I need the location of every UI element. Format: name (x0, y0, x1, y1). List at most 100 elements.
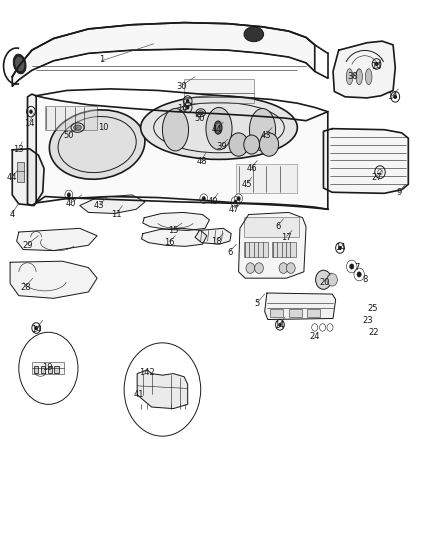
Text: 14: 14 (274, 321, 284, 330)
FancyBboxPatch shape (289, 309, 302, 317)
Text: 24: 24 (310, 332, 320, 341)
Circle shape (202, 197, 205, 201)
Circle shape (254, 263, 263, 273)
Text: 6: 6 (275, 222, 280, 231)
Text: 17: 17 (281, 233, 292, 242)
Text: 14: 14 (31, 325, 42, 334)
Text: 44: 44 (7, 173, 18, 182)
Ellipse shape (244, 27, 264, 42)
FancyBboxPatch shape (184, 79, 254, 103)
Circle shape (259, 133, 279, 156)
Polygon shape (239, 213, 306, 278)
Text: 10: 10 (99, 123, 109, 132)
Text: 46: 46 (246, 164, 257, 173)
Text: 27: 27 (371, 173, 382, 182)
Text: 38: 38 (348, 72, 358, 81)
Ellipse shape (49, 110, 145, 179)
Circle shape (234, 200, 237, 204)
Text: 44: 44 (212, 125, 222, 134)
Text: 142: 142 (139, 368, 155, 377)
Text: 18: 18 (212, 237, 222, 246)
Polygon shape (143, 213, 209, 230)
Text: 39: 39 (216, 142, 226, 151)
Ellipse shape (162, 109, 188, 151)
FancyBboxPatch shape (47, 366, 52, 373)
Polygon shape (333, 41, 395, 98)
Polygon shape (10, 261, 97, 298)
Circle shape (278, 322, 282, 327)
Circle shape (393, 95, 397, 99)
Circle shape (246, 263, 254, 273)
Ellipse shape (346, 69, 353, 85)
FancyBboxPatch shape (17, 161, 25, 182)
FancyBboxPatch shape (244, 242, 268, 257)
FancyBboxPatch shape (32, 362, 64, 374)
FancyBboxPatch shape (45, 106, 97, 130)
Circle shape (29, 110, 33, 114)
Text: 1: 1 (99, 55, 104, 64)
FancyBboxPatch shape (270, 309, 283, 317)
Text: 40: 40 (207, 197, 218, 206)
Ellipse shape (250, 109, 276, 151)
Ellipse shape (216, 124, 220, 132)
Circle shape (338, 246, 342, 250)
Circle shape (316, 270, 331, 289)
FancyBboxPatch shape (272, 242, 296, 257)
Ellipse shape (74, 125, 81, 130)
Text: 43: 43 (94, 201, 105, 210)
Text: 14: 14 (371, 62, 382, 70)
Circle shape (124, 343, 201, 436)
Polygon shape (17, 228, 97, 251)
FancyBboxPatch shape (54, 366, 59, 373)
Text: 40: 40 (66, 199, 76, 208)
Text: 50: 50 (64, 131, 74, 140)
Polygon shape (12, 22, 315, 86)
Text: 43: 43 (261, 131, 271, 140)
Ellipse shape (365, 69, 372, 85)
Polygon shape (28, 94, 36, 206)
Circle shape (186, 99, 189, 103)
Circle shape (375, 62, 378, 66)
Text: 22: 22 (368, 328, 379, 337)
Polygon shape (80, 195, 145, 214)
FancyBboxPatch shape (307, 309, 320, 317)
Ellipse shape (141, 96, 297, 159)
FancyBboxPatch shape (34, 366, 38, 373)
Text: 13: 13 (14, 146, 24, 155)
Ellipse shape (206, 108, 232, 150)
Ellipse shape (198, 111, 204, 115)
FancyBboxPatch shape (244, 217, 299, 237)
Text: 14: 14 (25, 119, 35, 128)
Circle shape (357, 272, 361, 277)
Ellipse shape (15, 56, 24, 71)
Ellipse shape (356, 69, 362, 85)
Circle shape (279, 263, 288, 273)
Text: 6: 6 (227, 248, 233, 257)
Circle shape (237, 197, 240, 201)
Text: 5: 5 (254, 299, 260, 308)
Text: 15: 15 (168, 226, 179, 235)
Polygon shape (141, 228, 207, 246)
Text: 20: 20 (319, 278, 329, 287)
Circle shape (19, 332, 78, 405)
Circle shape (229, 133, 248, 156)
Text: 41: 41 (133, 390, 144, 399)
Text: 19: 19 (42, 363, 52, 372)
Ellipse shape (13, 54, 26, 74)
Text: 25: 25 (367, 304, 378, 313)
Polygon shape (323, 128, 408, 193)
Text: 47: 47 (229, 205, 240, 214)
Circle shape (67, 193, 71, 197)
Text: 14: 14 (177, 104, 187, 113)
Text: 28: 28 (20, 283, 31, 292)
Text: 8: 8 (363, 275, 368, 284)
Text: 7: 7 (355, 263, 360, 272)
Text: 11: 11 (112, 210, 122, 219)
Circle shape (244, 135, 259, 154)
Polygon shape (195, 228, 231, 244)
Text: 23: 23 (363, 316, 373, 325)
Text: 45: 45 (242, 180, 253, 189)
Ellipse shape (214, 121, 222, 134)
Text: 4: 4 (10, 210, 15, 219)
Polygon shape (265, 293, 336, 319)
